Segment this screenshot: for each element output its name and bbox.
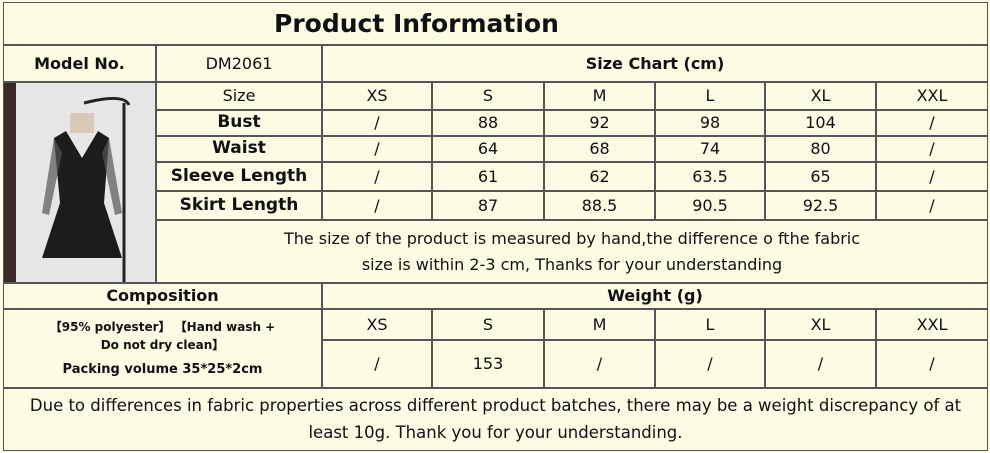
size-header: XL xyxy=(765,82,876,110)
weight-value: / xyxy=(655,340,765,388)
measure-value: / xyxy=(876,110,988,136)
measure-value: 88 xyxy=(432,110,544,136)
size-header: M xyxy=(544,82,655,110)
size-header: XXL xyxy=(876,82,988,110)
weight-value: / xyxy=(876,340,988,388)
weight-title: Weight (g) xyxy=(322,283,988,309)
measure-value: 92.5 xyxy=(765,191,876,220)
measure-label: Waist xyxy=(156,136,322,162)
composition-text: Packing volume 35*25*2cm xyxy=(62,361,263,377)
weight-size: XXL xyxy=(876,309,988,340)
weight-value: / xyxy=(544,340,655,388)
measure-value: 92 xyxy=(544,110,655,136)
size-note: The size of the product is measured by h… xyxy=(156,220,988,283)
measure-value: 80 xyxy=(765,136,876,162)
weight-size: XL xyxy=(765,309,876,340)
model-label: Model No. xyxy=(3,45,156,82)
weight-size: L xyxy=(655,309,765,340)
measure-value: / xyxy=(322,136,432,162)
size-header: S xyxy=(432,82,544,110)
measure-label: Sleeve Length xyxy=(156,162,322,191)
weight-value: / xyxy=(322,340,432,388)
measure-value: 63.5 xyxy=(655,162,765,191)
measure-value: 88.5 xyxy=(544,191,655,220)
measure-value: 62 xyxy=(544,162,655,191)
note-line: The size of the product is measured by h… xyxy=(283,228,861,248)
measure-value: 64 xyxy=(432,136,544,162)
size-header: L xyxy=(655,82,765,110)
weight-size: XS xyxy=(322,309,432,340)
measure-value: 74 xyxy=(655,136,765,162)
size-label: Size xyxy=(156,82,322,110)
weight-size: S xyxy=(432,309,544,340)
size-chart-title: Size Chart (cm) xyxy=(322,45,988,82)
weight-value: / xyxy=(765,340,876,388)
composition-cell: 【95% polyester】 【Hand wash + Do not dry … xyxy=(3,309,322,388)
measure-value: 90.5 xyxy=(655,191,765,220)
measure-value: / xyxy=(322,110,432,136)
measure-value: 104 xyxy=(765,110,876,136)
photo-cell xyxy=(3,82,156,283)
measure-value: / xyxy=(322,162,432,191)
footer-note: Due to differences in fabric properties … xyxy=(3,388,988,451)
measure-value: / xyxy=(876,136,988,162)
product-photo xyxy=(4,83,155,282)
measure-value: / xyxy=(876,162,988,191)
size-header: XS xyxy=(322,82,432,110)
measure-value: 61 xyxy=(432,162,544,191)
composition-text: 【95% polyester】 【Hand wash + Do not dry … xyxy=(49,319,276,352)
composition-title: Composition xyxy=(3,283,322,309)
measure-value: / xyxy=(322,191,432,220)
weight-value: 153 xyxy=(432,340,544,388)
measure-value: 65 xyxy=(765,162,876,191)
measure-value: / xyxy=(876,191,988,220)
measure-value: 87 xyxy=(432,191,544,220)
title: Product Information xyxy=(3,2,988,45)
note-line: size is within 2-3 cm, Thanks for your u… xyxy=(361,254,783,274)
measure-label: Skirt Length xyxy=(156,191,322,220)
measure-value: 98 xyxy=(655,110,765,136)
measure-value: 68 xyxy=(544,136,655,162)
weight-size: M xyxy=(544,309,655,340)
measure-label: Bust xyxy=(156,110,322,136)
model-value: DM2061 xyxy=(156,45,322,82)
